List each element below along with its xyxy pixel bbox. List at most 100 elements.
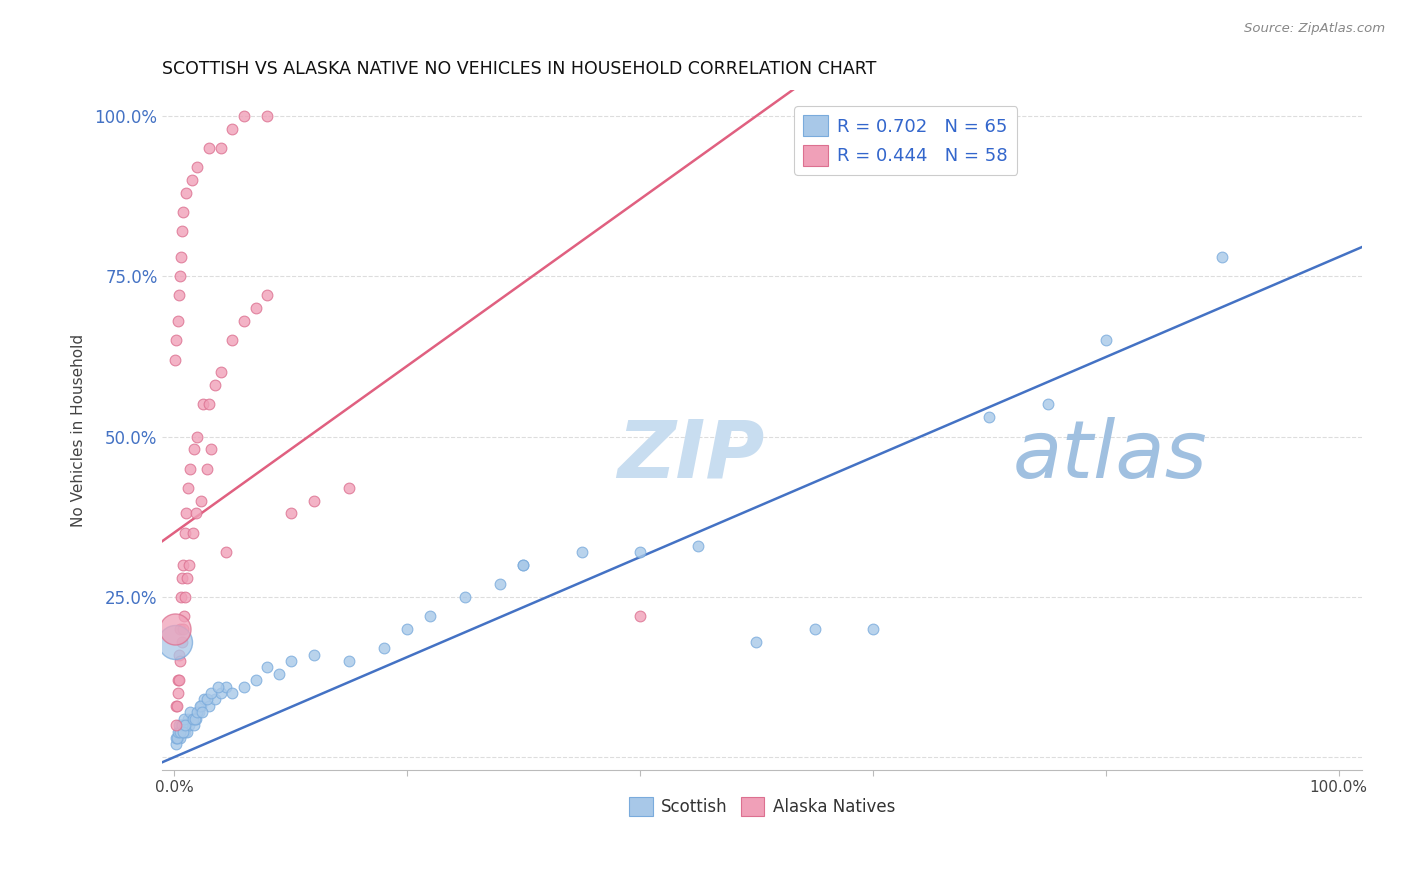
Point xyxy=(172,571,194,585)
Point xyxy=(1095,334,1118,348)
Point xyxy=(193,397,215,411)
Point xyxy=(180,173,202,187)
Point xyxy=(195,692,218,706)
Point xyxy=(489,577,512,591)
Point xyxy=(167,724,190,739)
Point xyxy=(803,622,825,636)
Point xyxy=(280,654,302,668)
Point xyxy=(166,731,188,745)
Point xyxy=(200,686,222,700)
Point xyxy=(184,712,207,726)
Point xyxy=(166,731,188,745)
Point xyxy=(181,712,204,726)
Point xyxy=(170,718,193,732)
Point xyxy=(165,352,187,367)
Point xyxy=(174,186,197,200)
Point xyxy=(169,724,191,739)
Point xyxy=(167,648,190,662)
Point xyxy=(173,712,195,726)
Point xyxy=(181,525,204,540)
Point xyxy=(165,731,187,745)
Point xyxy=(209,686,232,700)
Point xyxy=(165,634,187,648)
Point xyxy=(177,481,200,495)
Point xyxy=(165,622,187,636)
Point xyxy=(174,590,197,604)
Point xyxy=(169,654,191,668)
Point xyxy=(169,269,191,284)
Point xyxy=(188,698,211,713)
Point xyxy=(688,539,710,553)
Point xyxy=(169,622,191,636)
Point xyxy=(186,160,208,174)
Point xyxy=(170,718,193,732)
Point xyxy=(179,558,201,572)
Point xyxy=(172,224,194,238)
Point xyxy=(302,493,325,508)
Point xyxy=(172,622,194,636)
Point xyxy=(233,314,256,328)
Point xyxy=(173,609,195,624)
Point xyxy=(512,558,534,572)
Point xyxy=(195,461,218,475)
Point xyxy=(215,545,238,559)
Point xyxy=(176,724,198,739)
Point xyxy=(186,429,208,443)
Point xyxy=(1036,397,1059,411)
Point xyxy=(166,698,188,713)
Point xyxy=(221,686,243,700)
Point xyxy=(209,141,232,155)
Point xyxy=(167,288,190,302)
Point xyxy=(174,718,197,732)
Point xyxy=(169,731,191,745)
Point xyxy=(165,334,187,348)
Point xyxy=(165,718,187,732)
Point xyxy=(186,507,208,521)
Point xyxy=(179,718,201,732)
Point xyxy=(167,686,190,700)
Point xyxy=(172,724,194,739)
Point xyxy=(209,366,232,380)
Point xyxy=(190,493,212,508)
Point xyxy=(172,718,194,732)
Point xyxy=(191,706,214,720)
Point xyxy=(373,641,395,656)
Point xyxy=(165,737,187,751)
Y-axis label: No Vehicles in Household: No Vehicles in Household xyxy=(72,334,86,526)
Point xyxy=(193,692,215,706)
Point xyxy=(302,648,325,662)
Point xyxy=(256,288,278,302)
Point xyxy=(198,698,221,713)
Point xyxy=(745,634,768,648)
Point xyxy=(186,712,208,726)
Point xyxy=(183,718,205,732)
Point xyxy=(180,712,202,726)
Point xyxy=(172,558,194,572)
Point xyxy=(204,378,226,392)
Point xyxy=(186,706,208,720)
Point xyxy=(200,442,222,457)
Point xyxy=(1211,250,1233,264)
Point xyxy=(207,680,229,694)
Text: atlas: atlas xyxy=(1012,417,1208,495)
Point xyxy=(169,673,191,688)
Point xyxy=(170,634,193,648)
Point xyxy=(179,706,201,720)
Point xyxy=(454,590,477,604)
Point xyxy=(628,545,651,559)
Point xyxy=(337,481,360,495)
Point xyxy=(862,622,884,636)
Point xyxy=(245,301,267,316)
Point xyxy=(166,673,188,688)
Point xyxy=(215,680,238,694)
Point xyxy=(172,205,194,219)
Point xyxy=(169,718,191,732)
Point xyxy=(204,692,226,706)
Point xyxy=(198,397,221,411)
Point xyxy=(170,250,193,264)
Legend: Scottish, Alaska Natives: Scottish, Alaska Natives xyxy=(623,790,901,822)
Point xyxy=(187,706,209,720)
Point xyxy=(166,314,188,328)
Point xyxy=(256,660,278,674)
Point xyxy=(419,609,441,624)
